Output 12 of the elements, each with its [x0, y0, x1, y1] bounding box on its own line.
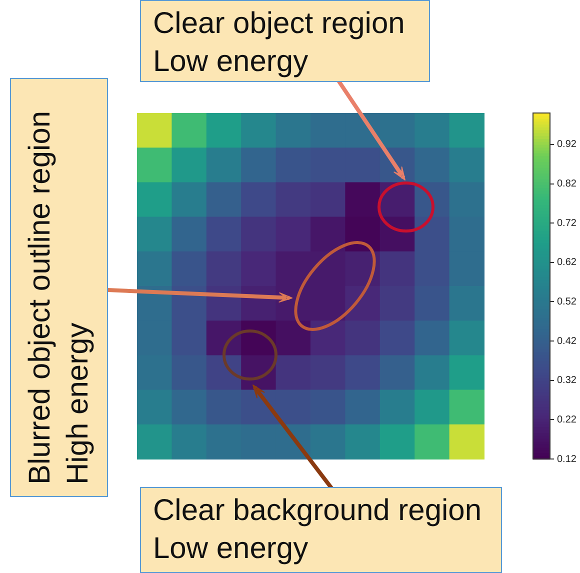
color-bar-label: 0.42: [557, 336, 577, 347]
color-bar-label: 0.22: [557, 414, 577, 426]
color-bar-label: 0.82: [557, 178, 577, 190]
color-bar-label: 0.12: [557, 454, 577, 465]
color-bar-label: 0.52: [557, 296, 577, 308]
color-bar-label: 0.72: [557, 218, 577, 229]
color-bar-label: 0.92: [557, 139, 577, 150]
text: Blurred object outline region High energy: [23, 110, 94, 484]
text: Clear background region Low energy: [153, 494, 482, 565]
text: Clear object region Low energy: [153, 7, 405, 78]
color-bar-label: 0.32: [557, 375, 577, 386]
color-bar-label: 0.62: [557, 257, 577, 268]
